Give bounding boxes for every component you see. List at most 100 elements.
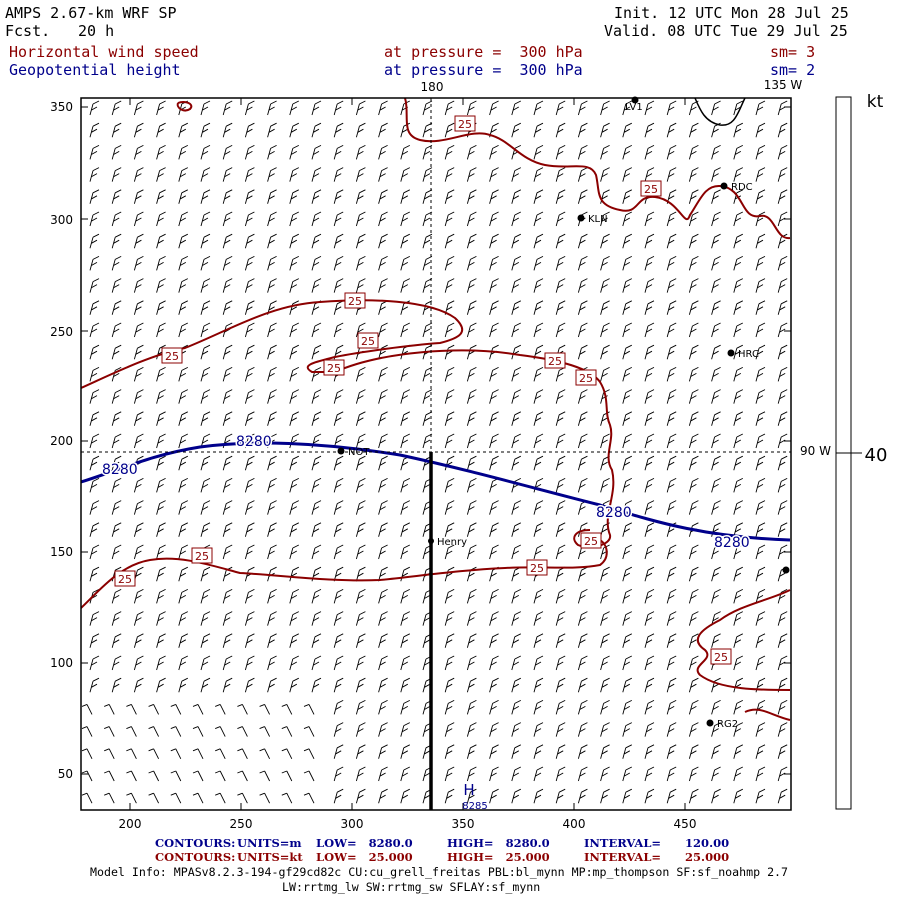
wind-barb (755, 633, 766, 648)
wind-barb (466, 300, 477, 315)
wind-barb (533, 611, 544, 626)
wind-barb (156, 211, 166, 227)
speed-contour-label-box (575, 369, 597, 386)
wind-barb (577, 655, 588, 671)
wind-barb (666, 322, 677, 338)
wind-barb (333, 522, 344, 537)
wind-barb (311, 433, 322, 449)
wind-barb (600, 167, 610, 182)
wind-barb (533, 699, 544, 715)
wind-barb (666, 167, 677, 182)
wind-barb (600, 211, 610, 227)
wind-barb (466, 699, 477, 715)
wind-barb (333, 699, 344, 715)
wind-barb (89, 455, 100, 471)
wind-barb (333, 788, 344, 804)
wind-barb (355, 100, 366, 116)
wind-barb (444, 189, 455, 204)
wind-barb (111, 300, 122, 315)
wind-barb (178, 433, 189, 449)
wind-barb (133, 633, 144, 648)
wind-barb (688, 655, 699, 671)
wind-barb (733, 233, 744, 249)
wind-barb (133, 588, 144, 604)
wind-barb (400, 611, 411, 626)
wind-barb (281, 770, 293, 782)
wind-barb (533, 411, 544, 426)
wind-barb (378, 633, 388, 648)
wind-barb (711, 211, 721, 227)
wind-barb (400, 588, 411, 604)
station-label: RG2 (717, 719, 738, 730)
wind-barb (489, 366, 499, 382)
wind-barb (378, 655, 388, 671)
wind-barb (244, 167, 255, 182)
lon-label-90w: 90 W (800, 444, 831, 458)
forecast-label: Fcst. (5, 22, 51, 40)
wind-barb (148, 726, 160, 737)
wind-barb (555, 699, 566, 715)
wind-barb (511, 344, 522, 360)
wind-barb (555, 588, 566, 604)
wind-barb (555, 211, 566, 227)
wind-barb (333, 300, 344, 315)
wind-barb (511, 389, 522, 404)
wind-barb (267, 211, 277, 227)
wind-barb (489, 411, 499, 426)
speed-contour (404, 98, 791, 240)
wind-barb (200, 211, 211, 227)
wind-barb (267, 122, 277, 138)
wind-barb (81, 770, 93, 782)
wind-barb (688, 566, 699, 582)
wind-barb (111, 389, 122, 404)
speed-contour (334, 349, 615, 548)
wind-barb (444, 655, 455, 671)
wind-barb (644, 211, 655, 227)
wind-barb (777, 189, 788, 204)
wind-barb (711, 322, 721, 338)
wind-barb (178, 411, 189, 426)
wind-barb (688, 344, 699, 360)
wind-barb (200, 633, 211, 648)
wind-barb (489, 677, 499, 693)
wind-barb (666, 633, 677, 648)
wind-barb (244, 144, 255, 160)
wind-barb (511, 433, 522, 449)
wind-barb (126, 792, 137, 804)
wind-barb (711, 677, 721, 693)
wind-barb (311, 500, 322, 515)
wind-barb (311, 100, 322, 116)
wind-barb (466, 366, 477, 382)
wind-barb (755, 566, 766, 582)
wind-barb (400, 500, 411, 515)
wind-barb (378, 100, 388, 116)
wind-barb (755, 522, 766, 537)
init-time: Init. 12 UTC Mon 28 Jul 25 (614, 4, 849, 22)
footer-contours-label: CONTOURS: (155, 850, 236, 864)
wind-barb (755, 211, 766, 227)
footer-units: UNITS=kt (237, 850, 303, 864)
wind-barb (111, 278, 122, 293)
wind-barb (148, 792, 160, 804)
wind-barb (688, 300, 699, 315)
wind-barb (555, 655, 566, 671)
high-pressure-value: 8285 (462, 801, 487, 812)
wind-barb (355, 500, 366, 515)
wind-barb (89, 433, 100, 449)
wind-barb (688, 167, 699, 182)
speed-contour (176, 100, 193, 112)
wind-barb (89, 278, 100, 293)
wind-barb (466, 633, 477, 648)
station-marker (337, 447, 345, 455)
wind-barb (267, 588, 277, 604)
wind-barb (355, 433, 366, 449)
wind-barb (555, 100, 566, 116)
wind-barb (422, 144, 433, 160)
wind-barb (511, 677, 522, 693)
footer-units: UNITS=m (237, 836, 302, 850)
wind-barb (192, 792, 204, 804)
wind-barb (89, 633, 100, 648)
wind-barb (156, 633, 166, 648)
wind-barb (489, 233, 499, 249)
